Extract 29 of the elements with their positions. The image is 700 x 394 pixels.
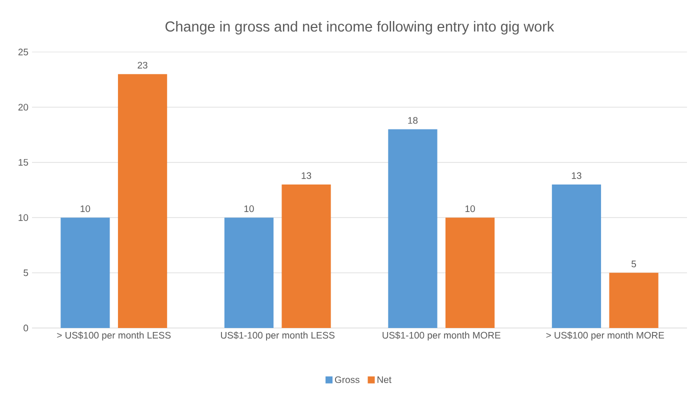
y-tick-label: 25 [18, 48, 28, 56]
data-label: 13 [572, 172, 582, 179]
bar [224, 218, 274, 328]
bar [609, 272, 658, 328]
chart-title: Change in gross and net income following entry into gig work [166, 21, 554, 34]
y-tick-label: 10 [18, 214, 28, 221]
data-label: 5 [632, 260, 636, 268]
x-tick-label: > US$100 per month MORE [546, 332, 664, 340]
data-label: 18 [408, 117, 418, 124]
y-tick-label: 0 [24, 324, 28, 332]
bar [552, 184, 602, 328]
bar [388, 129, 438, 328]
y-tick-label: 20 [18, 104, 28, 111]
bar [60, 218, 110, 328]
data-label: 10 [465, 205, 475, 212]
x-tick-label: US$1-100 per month MORE [382, 332, 500, 340]
y-tick-label: 15 [18, 159, 28, 166]
y-tick-label: 5 [24, 269, 28, 276]
legend-label: Net [378, 376, 392, 383]
data-label: 10 [244, 205, 254, 212]
data-label: 23 [138, 62, 148, 69]
bar [118, 74, 168, 328]
x-tick-label: > US$100 per month LESS [57, 332, 171, 340]
bar [445, 218, 495, 328]
data-label: 10 [80, 205, 90, 212]
legend-label: Gross [334, 376, 360, 384]
x-tick-label: US$1-100 per month LESS [221, 332, 335, 340]
bar [282, 184, 331, 328]
data-label: 13 [302, 172, 312, 179]
